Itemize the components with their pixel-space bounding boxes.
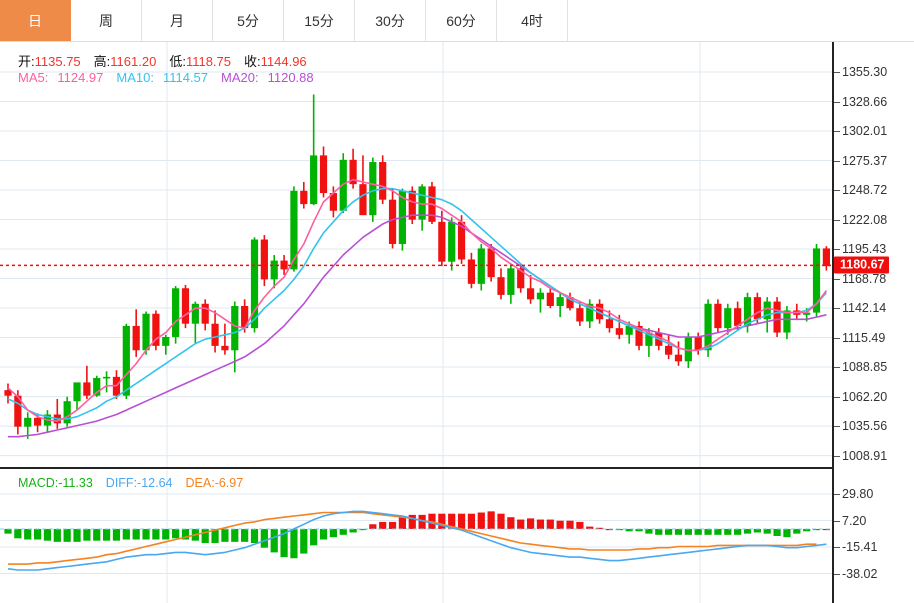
price-axis-tick	[834, 131, 840, 132]
macd-axis-label: -15.41	[842, 540, 878, 554]
macd-axis-label: -38.02	[842, 566, 878, 581]
tab-30min-label: 30分	[375, 12, 405, 29]
price-axis-tick	[834, 396, 840, 398]
value-axis: 1355.30 1328.66 1302.01 1275.37 1248.72 1222.…	[832, 42, 914, 603]
price-axis-label: 1168.78	[842, 271, 887, 286]
macd-axis-tick	[834, 573, 840, 575]
price-axis-tick	[834, 278, 840, 280]
price-axis-label: 1195.43	[842, 242, 887, 256]
price-axis-tick	[834, 249, 840, 250]
price-axis-label: 1355.30	[842, 65, 888, 79]
macd-plot	[0, 470, 832, 603]
price-axis-label: 1035.56	[842, 419, 888, 433]
price-axis-label: 1302.01	[842, 124, 888, 138]
price-axis-tick	[834, 219, 840, 221]
price-axis-tick	[834, 455, 840, 457]
tab-day-label: 日	[28, 12, 42, 29]
axis-spine	[832, 42, 834, 603]
tab-60min-label: 60分	[446, 12, 476, 29]
price-axis-tick	[834, 101, 840, 103]
current-price-badge: 1180.67	[834, 256, 889, 274]
candlestick-plot	[0, 42, 832, 467]
price-axis-label: 1248.72	[842, 183, 888, 197]
price-axis-label: 1088.85	[842, 360, 888, 374]
tab-15min[interactable]: 15分	[284, 0, 355, 41]
price-axis-tick	[834, 190, 840, 191]
price-axis-label: 1062.20	[842, 389, 888, 404]
tab-week-label: 周	[99, 12, 113, 29]
price-axis-tick	[834, 72, 840, 73]
tab-month-label: 月	[170, 12, 184, 29]
price-pane[interactable]	[0, 42, 832, 467]
macd-axis-label: 7.20	[842, 513, 867, 528]
tab-4hour[interactable]: 4时	[497, 0, 568, 41]
price-axis-tick	[834, 367, 840, 368]
timeframe-tabbar: 日 周 月 5分 15分 30分 60分 4时	[0, 0, 914, 42]
price-axis-tick	[834, 426, 840, 427]
macd-axis-label: 29.80	[842, 487, 874, 501]
price-axis-label: 1328.66	[842, 94, 888, 109]
tab-60min[interactable]: 60分	[426, 0, 497, 41]
tab-month[interactable]: 月	[142, 0, 213, 41]
price-axis-label: 1222.08	[842, 212, 888, 227]
price-axis-tick	[834, 337, 840, 339]
price-axis-tick	[834, 308, 840, 309]
price-axis-tick	[834, 160, 840, 162]
tabbar-empty-space	[568, 0, 914, 41]
tab-30min[interactable]: 30分	[355, 0, 426, 41]
tab-5min-label: 5分	[237, 12, 259, 29]
macd-axis-tick	[834, 494, 840, 495]
chart-area[interactable]: 开:1135.75 高:1161.20 低:1118.75 收:1144.96 MA5…	[0, 42, 914, 603]
price-axis-label: 1142.14	[842, 301, 887, 315]
tab-5min[interactable]: 5分	[213, 0, 284, 41]
tab-4hour-label: 4时	[521, 12, 543, 29]
pane-divider	[0, 467, 832, 469]
price-axis-label: 1008.91	[842, 448, 888, 463]
tab-week[interactable]: 周	[71, 0, 142, 41]
tab-15min-label: 15分	[304, 12, 334, 29]
macd-axis-tick	[834, 520, 840, 522]
price-axis-label: 1275.37	[842, 153, 888, 168]
macd-axis-tick	[834, 547, 840, 548]
macd-pane[interactable]: MACD:-11.33 DIFF:-12.64 DEA:-6.97	[0, 470, 832, 603]
price-axis-label: 1115.49	[842, 330, 886, 345]
tab-day[interactable]: 日	[0, 0, 71, 41]
